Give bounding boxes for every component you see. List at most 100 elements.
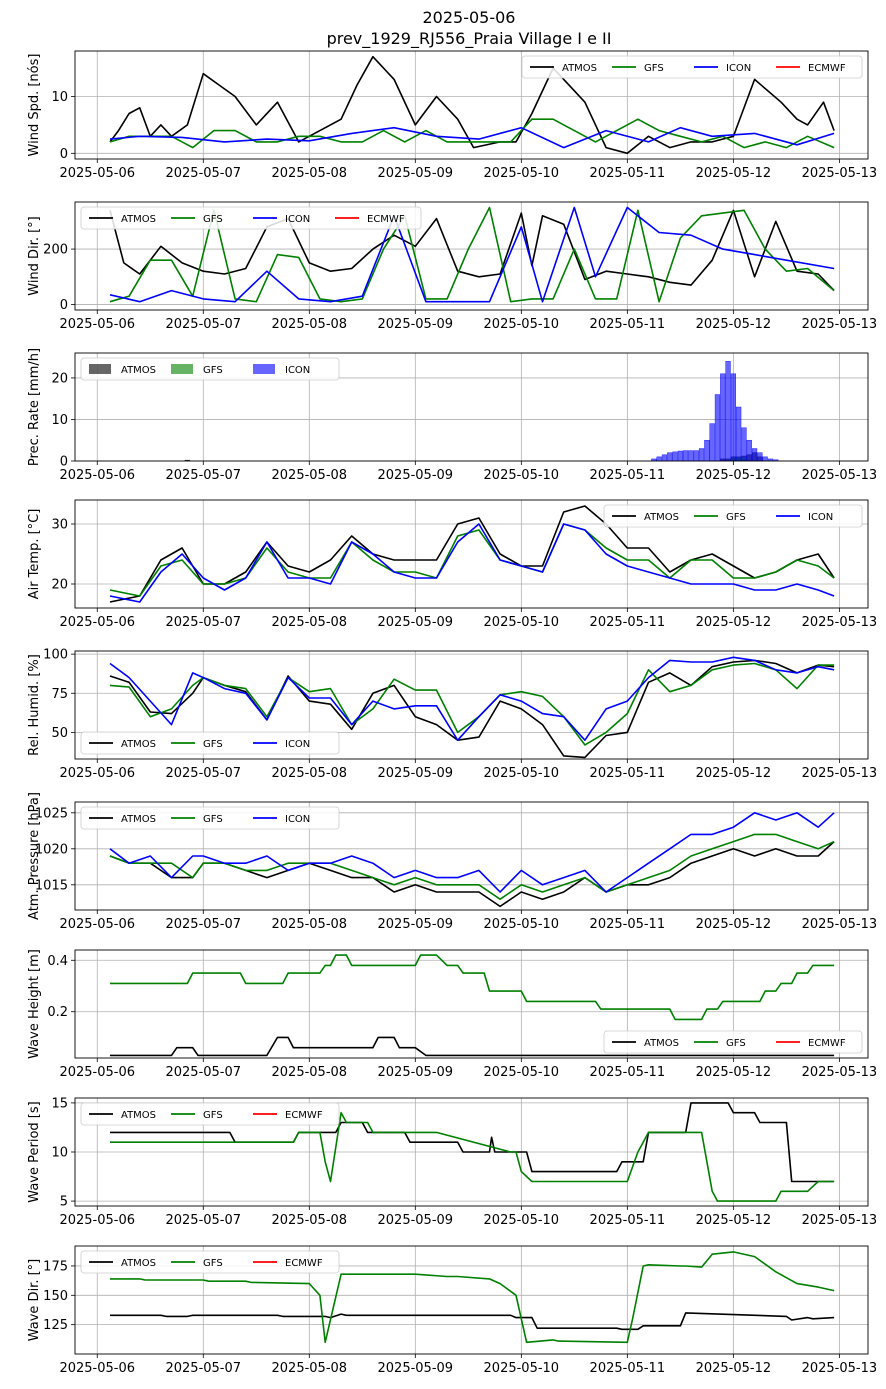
y-tick-label: 10 xyxy=(51,413,68,428)
legend-label: GFS xyxy=(203,214,223,225)
series-line-atmos xyxy=(109,841,835,908)
x-tick-label: 2025-05-09 xyxy=(378,166,454,181)
legend: ATMOS GFS ICON xyxy=(80,806,340,830)
data-layer xyxy=(109,656,835,759)
bar-icon xyxy=(725,361,731,461)
bar-icon xyxy=(751,448,758,461)
legend: ATMOS GFS ICON ECMWF xyxy=(80,206,422,230)
data-layer xyxy=(109,505,835,603)
x-tick-label: 2025-05-10 xyxy=(484,917,560,932)
x-tick-label: 2025-05-10 xyxy=(484,615,560,630)
series-line-atmos xyxy=(110,1312,835,1331)
x-tick-label: 2025-05-13 xyxy=(802,468,878,483)
legend-label: ATMOS xyxy=(121,739,156,750)
x-tick-label: 2025-05-09 xyxy=(378,1213,454,1228)
legend-box xyxy=(521,55,863,79)
y-tick-label: 0.4 xyxy=(47,954,68,969)
x-tick-label: 2025-05-07 xyxy=(165,766,241,781)
x-tick-label: 2025-05-12 xyxy=(696,468,772,483)
x-tick-label: 2025-05-06 xyxy=(59,317,135,332)
x-tick-label: 2025-05-12 xyxy=(696,615,772,630)
series-line-atmos xyxy=(110,1036,835,1057)
y-axis-label: Air Temp. [°C] xyxy=(27,509,42,600)
x-tick-label: 2025-05-13 xyxy=(802,766,878,781)
legend-label: ATMOS xyxy=(644,1038,679,1049)
y-axis-label: Wind Dir. [°] xyxy=(27,216,42,296)
legend-label: GFS xyxy=(203,1258,223,1269)
x-tick-label: 2025-05-12 xyxy=(696,317,772,332)
y-tick-label: 100 xyxy=(43,648,68,663)
x-tick-label: 2025-05-13 xyxy=(802,1213,878,1228)
bar-icon xyxy=(741,427,747,461)
data-layer xyxy=(109,55,835,155)
legend-label: GFS xyxy=(203,814,223,825)
legend-label: GFS xyxy=(203,1110,223,1121)
x-tick-label: 2025-05-07 xyxy=(165,917,241,932)
legend-box xyxy=(603,1030,863,1054)
x-tick-label: 2025-05-06 xyxy=(59,166,135,181)
plot-frame xyxy=(74,1097,869,1207)
x-tick-label: 2025-05-07 xyxy=(165,468,241,483)
y-tick-label: 30 xyxy=(51,518,68,533)
series-line-icon xyxy=(109,206,835,303)
legend-box xyxy=(80,806,340,830)
legend-label: ATMOS xyxy=(121,214,156,225)
series-line-gfs xyxy=(109,662,835,746)
y-axis-label: Wave Height [m] xyxy=(27,949,42,1059)
data-layer xyxy=(109,206,835,303)
y-tick-label: 0 xyxy=(60,147,68,162)
panel-5: 2025-05-06 2025-05-07 2025-05-08 2025-05-09… xyxy=(27,792,877,932)
x-tick-label: 2025-05-06 xyxy=(59,1361,135,1376)
legend-label: ATMOS xyxy=(562,63,597,74)
bar-icon xyxy=(693,450,699,461)
data-layer xyxy=(110,1102,835,1202)
panel-4: 2025-05-06 2025-05-07 2025-05-08 2025-05-09… xyxy=(27,648,877,781)
y-tick-label: 0.2 xyxy=(47,1005,68,1020)
legend-label: ATMOS xyxy=(121,365,156,376)
x-tick-label: 2025-05-11 xyxy=(590,166,666,181)
x-tick-label: 2025-05-07 xyxy=(165,1213,241,1228)
legend-label: ICON xyxy=(285,739,310,750)
plot-frame xyxy=(74,499,869,609)
plot-frame xyxy=(74,650,869,760)
legend: ATMOS GFS ICON xyxy=(80,731,340,755)
panel-2: 2025-05-06 2025-05-07 2025-05-08 2025-05-09… xyxy=(27,348,877,483)
data-layer xyxy=(184,361,779,461)
y-axis-label: Rel. Humid. [%] xyxy=(27,654,42,756)
x-tick-label: 2025-05-11 xyxy=(590,1213,666,1228)
legend-box xyxy=(80,357,340,381)
bar-icon xyxy=(746,439,752,461)
y-tick-label: 0 xyxy=(60,455,68,470)
plot-frame xyxy=(74,949,869,1059)
legend: ATMOS GFS ICON ECMWF xyxy=(521,55,863,79)
x-tick-label: 2025-05-08 xyxy=(272,1065,348,1080)
x-tick-label: 2025-05-07 xyxy=(165,1361,241,1376)
y-tick-label: 1025 xyxy=(35,806,68,821)
data-layer xyxy=(109,811,835,908)
legend-label: GFS xyxy=(203,365,223,376)
legend-box xyxy=(80,1102,340,1126)
legend: ATMOS GFS ECMWF xyxy=(603,1030,863,1054)
legend-label: ECMWF xyxy=(808,1038,846,1049)
y-tick-label: 175 xyxy=(43,1259,68,1274)
y-tick-label: 125 xyxy=(43,1318,68,1333)
x-tick-label: 2025-05-12 xyxy=(696,166,772,181)
x-tick-label: 2025-05-07 xyxy=(165,166,241,181)
data-layer xyxy=(110,954,835,1057)
bar-icon xyxy=(661,454,668,461)
x-tick-label: 2025-05-11 xyxy=(590,1361,666,1376)
legend: ATMOS GFS ECMWF xyxy=(80,1102,340,1126)
y-axis-label: Prec. Rate [mm/h] xyxy=(27,348,42,466)
legend-label: ICON xyxy=(726,63,751,74)
x-tick-label: 2025-05-06 xyxy=(59,766,135,781)
bar-icon xyxy=(683,450,689,461)
panel-7: 2025-05-06 2025-05-07 2025-05-08 2025-05-09… xyxy=(27,1096,877,1228)
plot-frame xyxy=(74,801,869,911)
x-tick-label: 2025-05-11 xyxy=(590,615,666,630)
legend-label: GFS xyxy=(726,512,746,523)
x-tick-label: 2025-05-06 xyxy=(59,917,135,932)
x-tick-label: 2025-05-12 xyxy=(696,1213,772,1228)
x-tick-label: 2025-05-11 xyxy=(590,917,666,932)
series-line-gfs xyxy=(109,206,835,303)
